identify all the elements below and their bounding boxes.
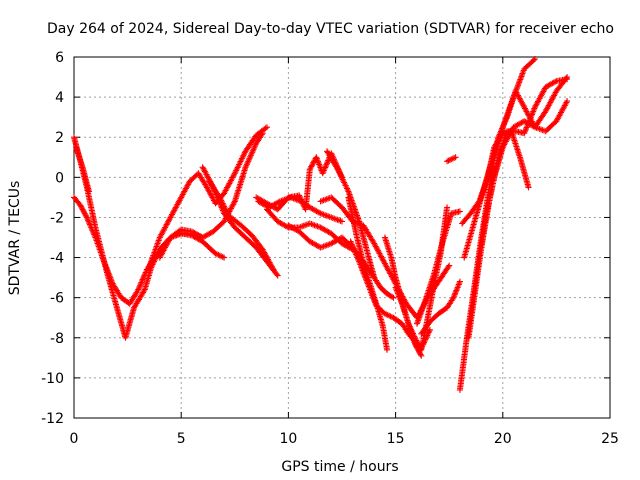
- y-axis-label: SDTVAR / TECUs: [7, 181, 23, 296]
- series-23-markers: [461, 74, 571, 261]
- y-tick-label: 0: [55, 170, 64, 186]
- series-20: [444, 154, 459, 165]
- y-tick-label: -10: [41, 371, 64, 387]
- x-axis-label: GPS time / hours: [281, 459, 398, 475]
- series-5-markers: [156, 130, 266, 261]
- series-10: [264, 206, 356, 253]
- series-13-markers: [324, 148, 397, 301]
- series-1: [71, 134, 206, 341]
- series-3: [73, 144, 92, 195]
- series-3-markers: [73, 144, 92, 195]
- series-2-markers: [71, 194, 228, 307]
- series-25: [478, 76, 571, 251]
- plot-frame: [73, 56, 611, 419]
- series-4: [146, 124, 270, 271]
- x-tick-label: 15: [387, 431, 405, 447]
- series-14: [345, 194, 390, 353]
- data-marks: [71, 56, 571, 393]
- series-21: [456, 56, 538, 393]
- series-7: [206, 178, 277, 273]
- series-13: [324, 148, 397, 301]
- series-14-markers: [345, 194, 390, 353]
- x-tick-label: 10: [279, 431, 297, 447]
- series-25-markers: [478, 76, 571, 251]
- series-23: [461, 74, 571, 261]
- series-4-markers: [146, 124, 270, 271]
- y-tick-label: 6: [55, 50, 64, 66]
- series-19-markers: [418, 278, 463, 337]
- y-tick-label: -8: [50, 331, 64, 347]
- series-18-markers: [414, 208, 463, 327]
- x-tick-label: 25: [601, 431, 619, 447]
- series-7-markers: [206, 178, 277, 273]
- series-1-markers: [71, 134, 206, 341]
- series-18: [414, 208, 463, 327]
- series-10-markers: [264, 206, 356, 253]
- y-tick-label: 4: [55, 90, 64, 106]
- chart-title: Day 264 of 2024, Sidereal Day-to-day VTE…: [47, 21, 614, 37]
- series-9-markers: [255, 194, 345, 225]
- series-24-markers: [465, 98, 571, 341]
- y-tick-label: -2: [50, 210, 64, 226]
- y-tick-label: -12: [41, 411, 64, 427]
- series-9: [255, 194, 345, 225]
- x-tick-label: 0: [70, 431, 79, 447]
- series-5: [156, 130, 266, 261]
- y-tick-label: -4: [50, 251, 64, 267]
- series-2: [71, 194, 228, 307]
- y-tick-label: 2: [55, 130, 64, 146]
- axis-ticks: 0 5 10 15 20 25 -12 -10 -8 -6 -4 -2 0 2 4 6: [41, 50, 619, 447]
- x-tick-label: 20: [494, 431, 512, 447]
- series-19: [418, 278, 463, 337]
- y-tick-label: -6: [50, 291, 64, 307]
- series-20-markers: [444, 154, 459, 165]
- series-21-markers: [456, 56, 538, 393]
- x-tick-label: 5: [177, 431, 186, 447]
- series-24: [465, 98, 571, 341]
